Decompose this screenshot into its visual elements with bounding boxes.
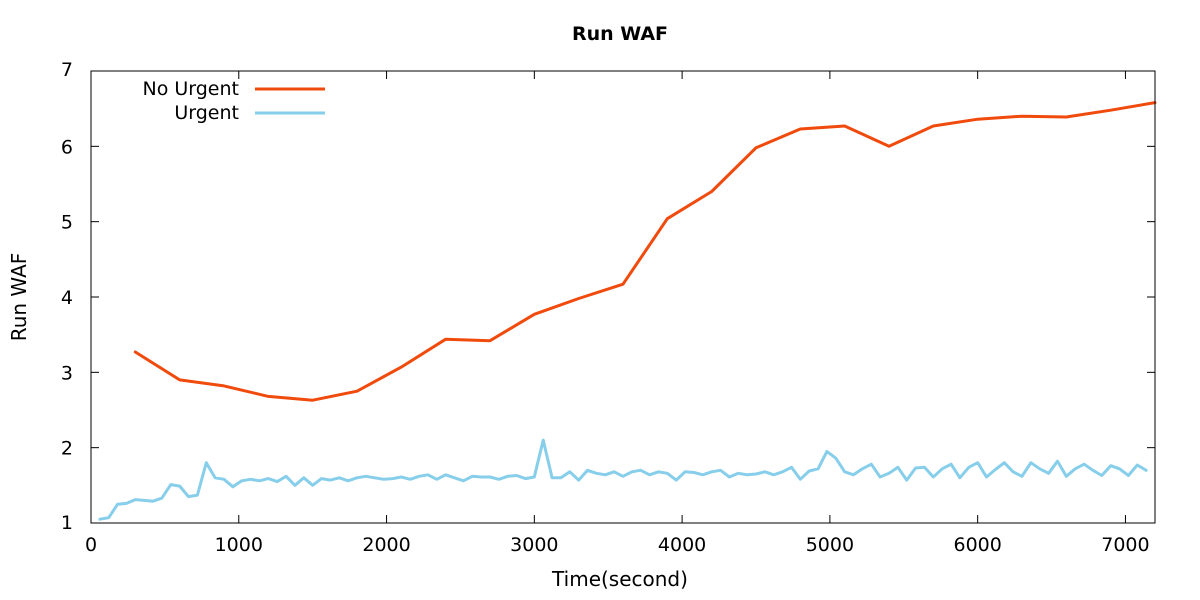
x-tick-label: 2000 (362, 534, 410, 556)
y-tick-label: 5 (61, 212, 73, 234)
y-tick-label: 2 (61, 438, 73, 460)
legend-label-0: No Urgent (142, 78, 239, 100)
legend-label-1: Urgent (174, 102, 239, 124)
y-tick-label: 6 (61, 136, 73, 158)
x-tick-label: 5000 (806, 534, 854, 556)
y-tick-label: 3 (61, 362, 73, 384)
x-tick-label: 0 (85, 534, 97, 556)
x-tick-label: 4000 (658, 534, 706, 556)
axis-ticks: 0 1000 2000 3000 4000 5000 6000 7000 1 2 3 4 5 6 7 (61, 59, 1155, 556)
x-tick-label: 7000 (1101, 534, 1149, 556)
plot-marks (98, 101, 1157, 521)
x-tick-label: 1000 (215, 534, 263, 556)
y-tick-label: 1 (61, 512, 73, 534)
y-tick-label: 7 (61, 59, 73, 81)
x-tick-label: 3000 (510, 534, 558, 556)
x-tick-label: 6000 (953, 534, 1001, 556)
y-tick-label: 4 (61, 287, 73, 309)
series-line-no-urgent (133, 101, 1157, 402)
chart-title: Run WAF (572, 23, 668, 45)
series-line-urgent (98, 438, 1148, 521)
x-axis-label: Time(second) (551, 567, 688, 591)
y-axis-label: Run WAF (7, 253, 31, 342)
